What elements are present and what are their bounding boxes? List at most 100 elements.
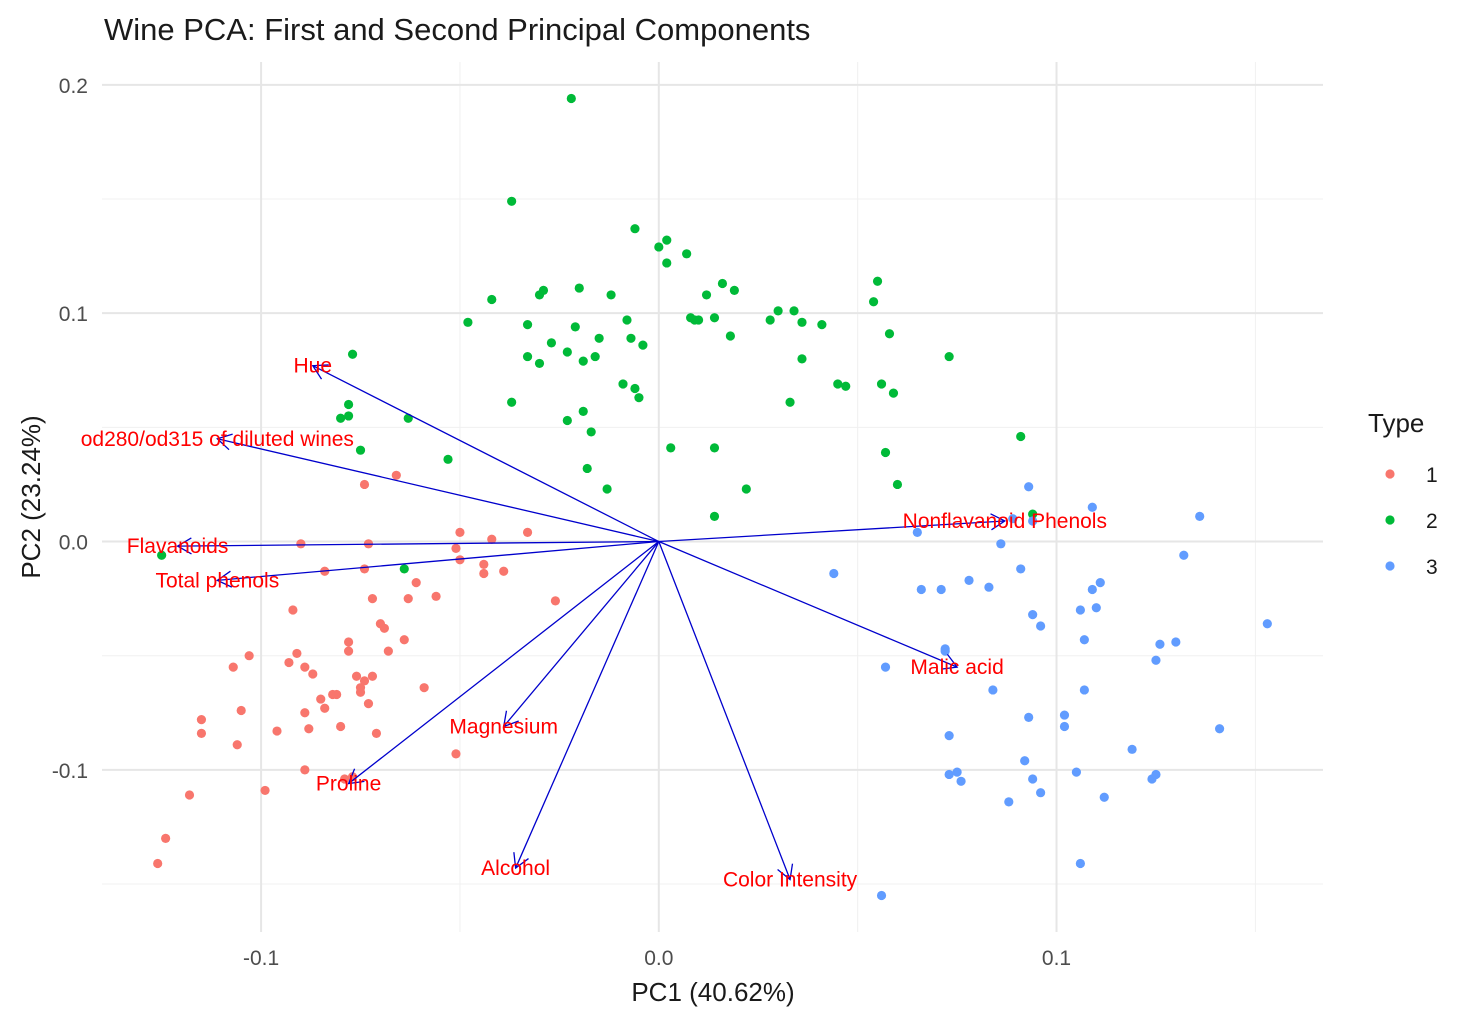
loading-vector-label: Total phenols xyxy=(155,569,279,592)
data-point-type-2 xyxy=(785,397,795,407)
data-point-type-2 xyxy=(570,322,580,332)
data-point-type-2 xyxy=(662,235,672,245)
data-point-type-3 xyxy=(1016,564,1026,574)
data-point-type-2 xyxy=(586,427,596,437)
data-point-type-3 xyxy=(1059,710,1070,720)
data-point-type-2 xyxy=(630,383,640,394)
data-point-type-2 xyxy=(347,349,358,359)
data-point-type-3 xyxy=(1079,635,1089,645)
data-point-type-2 xyxy=(487,294,497,305)
data-point-type-3 xyxy=(984,582,994,592)
data-point-type-2 xyxy=(626,333,636,343)
data-point-type-2 xyxy=(797,317,807,327)
loading-vector-label: Flavanoids xyxy=(127,535,229,558)
data-point-type-3 xyxy=(956,776,966,786)
data-point-type-1 xyxy=(272,726,282,736)
data-point-type-3 xyxy=(1024,712,1034,722)
y-axis-title: PC2 (23.24%) xyxy=(16,415,46,578)
data-point-type-2 xyxy=(463,317,473,327)
data-point-type-2 xyxy=(741,484,751,494)
data-point-type-1 xyxy=(340,774,350,784)
data-point-type-2 xyxy=(574,283,584,293)
data-point-type-2 xyxy=(566,93,576,104)
data-point-type-3 xyxy=(1127,744,1137,754)
data-point-type-3 xyxy=(1171,637,1181,647)
data-point-type-3 xyxy=(1028,774,1038,784)
loading-vector-label: Nonflavanoid Phenols xyxy=(903,510,1107,533)
data-point-type-1 xyxy=(411,578,421,588)
data-point-type-2 xyxy=(666,443,676,453)
data-point-type-2 xyxy=(403,413,413,423)
data-point-type-3 xyxy=(1151,769,1161,780)
data-point-type-1 xyxy=(359,676,370,686)
data-point-type-2 xyxy=(534,358,545,369)
data-point-type-1 xyxy=(367,671,378,681)
data-point-type-3 xyxy=(1036,621,1046,631)
data-point-type-2 xyxy=(336,413,346,423)
data-point-type-2 xyxy=(773,306,783,316)
data-point-type-3 xyxy=(1004,797,1014,807)
data-point-type-2 xyxy=(602,484,612,494)
loading-vector xyxy=(217,540,659,581)
data-point-type-1 xyxy=(244,651,254,661)
data-point-type-3 xyxy=(1091,603,1101,613)
data-point-type-2 xyxy=(884,329,895,339)
loading-vector-arrowhead xyxy=(216,433,233,451)
data-point-type-2 xyxy=(618,379,628,389)
x-axis-ticks: -0.1 0.0 0.1 xyxy=(243,947,1071,970)
y-tick-label: -0.1 xyxy=(52,760,88,783)
data-point-type-2 xyxy=(876,379,887,389)
data-point-type-2 xyxy=(638,340,648,350)
loading-vector-label: Color Intensity xyxy=(723,868,858,891)
loading-vector xyxy=(312,365,660,543)
data-point-type-2 xyxy=(562,415,572,426)
loading-vector-arrowhead xyxy=(216,570,233,588)
data-point-type-3 xyxy=(1151,655,1161,665)
data-point-type-2 xyxy=(662,258,672,268)
data-point-type-2 xyxy=(888,388,899,398)
data-point-type-1 xyxy=(371,728,382,738)
data-point-type-3 xyxy=(1195,511,1205,522)
data-point-type-3 xyxy=(1028,516,1038,526)
data-point-type-1 xyxy=(355,683,366,693)
data-point-type-1 xyxy=(300,765,310,775)
data-point-type-1 xyxy=(363,699,374,709)
data-point-type-1 xyxy=(419,683,429,693)
data-point-type-3 xyxy=(1008,514,1018,524)
data-point-type-2 xyxy=(868,297,879,307)
data-point-type-1 xyxy=(550,596,561,606)
y-tick-label: 0.1 xyxy=(59,303,88,326)
data-point-type-1 xyxy=(332,689,342,700)
data-point-type-1 xyxy=(336,721,346,732)
data-point-type-2 xyxy=(872,276,883,286)
data-point-type-3 xyxy=(936,584,946,595)
data-point-type-3 xyxy=(1075,605,1085,615)
data-point-type-1 xyxy=(284,657,294,668)
loading-vector xyxy=(658,520,1005,543)
data-point-type-2 xyxy=(701,290,712,300)
data-point-type-2 xyxy=(630,224,640,234)
data-point-type-3 xyxy=(912,527,922,537)
y-tick-label: 0.0 xyxy=(59,532,88,555)
data-point-type-1 xyxy=(288,605,298,615)
data-point-type-3 xyxy=(1020,756,1030,766)
data-point-type-3 xyxy=(988,685,998,695)
data-point-type-3 xyxy=(1024,482,1034,492)
data-point-type-1 xyxy=(359,564,370,574)
legend: Type 1 2 3 xyxy=(1368,408,1438,579)
legend-title: Type xyxy=(1368,408,1424,438)
loading-vector xyxy=(658,541,791,880)
legend-key-type-1 xyxy=(1385,469,1395,479)
data-point-type-2 xyxy=(817,319,827,330)
data-point-type-1 xyxy=(153,858,163,869)
data-point-type-1 xyxy=(228,662,238,672)
data-point-type-1 xyxy=(196,728,207,738)
data-point-type-1 xyxy=(161,833,171,843)
data-point-type-1 xyxy=(479,568,489,579)
data-point-type-3 xyxy=(1028,609,1038,620)
data-point-type-2 xyxy=(343,399,354,410)
data-point-type-3 xyxy=(952,767,962,777)
data-point-type-2 xyxy=(682,249,692,259)
data-point-type-3 xyxy=(1036,788,1046,798)
data-point-type-2 xyxy=(538,285,549,295)
